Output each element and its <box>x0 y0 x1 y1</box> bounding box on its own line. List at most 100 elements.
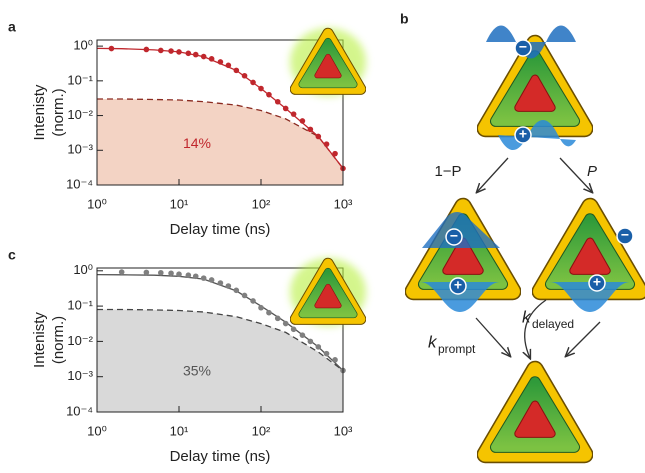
data-point <box>200 275 207 281</box>
data-point <box>192 51 199 58</box>
x-tick-label: 10² <box>252 196 271 211</box>
wave <box>498 120 576 150</box>
y-tick-label: 10⁻¹ <box>67 72 93 87</box>
wave <box>550 282 630 312</box>
rate-subscript: prompt <box>438 342 476 356</box>
wave <box>420 282 500 312</box>
data-point <box>266 91 272 98</box>
data-point <box>208 277 215 283</box>
molecule <box>485 370 584 455</box>
x-axis-label: Delay time (ns) <box>170 221 271 238</box>
data-point <box>192 273 199 280</box>
charge: − <box>519 39 527 55</box>
data-point <box>315 133 322 140</box>
data-point <box>250 79 256 86</box>
data-point <box>158 47 164 54</box>
data-point <box>185 272 192 279</box>
data-point <box>118 269 125 275</box>
data-point <box>323 141 330 147</box>
x-tick-label: 10¹ <box>170 423 189 438</box>
x-tick-label: 10⁰ <box>87 423 107 438</box>
x-tick-label: 10³ <box>334 423 353 438</box>
x-tick-label: 10⁰ <box>87 196 107 211</box>
data-point <box>323 350 330 357</box>
charge: + <box>454 277 462 293</box>
data-point <box>185 50 192 57</box>
data-point <box>108 45 115 52</box>
panel-label: a <box>8 19 16 35</box>
panel-label: b <box>400 11 409 27</box>
data-point <box>143 269 150 276</box>
charge: + <box>519 126 527 142</box>
plot-frame <box>96 39 344 186</box>
y-tick-label: 10⁻³ <box>67 142 93 157</box>
data-point <box>176 271 182 278</box>
x-axis-label: Delay time (ns) <box>170 448 271 465</box>
y-tick-label: 10⁻⁴ <box>66 176 93 191</box>
diagram: b − + − + − + 1− <box>400 11 640 455</box>
data-point <box>282 320 289 327</box>
y-tick-label: 10⁻² <box>67 107 93 122</box>
data-point <box>266 309 272 316</box>
y-tick-label: 10⁰ <box>73 38 93 53</box>
data-point <box>290 326 297 333</box>
data-point <box>290 111 297 117</box>
y-tick-label: 10⁻² <box>67 333 93 348</box>
wave <box>422 212 500 248</box>
chart-c-icon <box>290 258 366 326</box>
rate-symbol: k <box>428 332 438 351</box>
charge: + <box>593 274 601 290</box>
data-point <box>143 46 150 53</box>
y-axis-label: Intenisty <box>31 84 48 140</box>
branch-label: P <box>587 163 597 180</box>
y-axis-label: (norm.) <box>50 88 67 136</box>
arrows <box>476 157 601 358</box>
charge: − <box>621 227 629 243</box>
y-axis-label: (norm.) <box>50 316 67 364</box>
y-tick-label: 10⁻³ <box>67 368 93 383</box>
y-tick-label: 10⁰ <box>73 262 93 277</box>
x-tick-label: 10¹ <box>170 196 189 211</box>
dashed-line <box>97 98 344 169</box>
data-point <box>168 270 174 277</box>
area <box>97 309 343 412</box>
data-point <box>332 357 338 363</box>
dashed-line <box>97 308 344 372</box>
data-point <box>241 72 248 79</box>
data-point <box>233 287 240 294</box>
data-point <box>241 292 248 299</box>
y-tick-label: 10⁻⁴ <box>66 403 93 418</box>
data-point <box>332 150 338 157</box>
y-axis-label: Intenisty <box>31 312 48 368</box>
wave <box>486 25 576 59</box>
y-tick-label: 10⁻¹ <box>67 298 93 313</box>
data-point <box>217 59 224 65</box>
annotation: 14% <box>183 135 211 151</box>
data-point <box>208 56 215 62</box>
data-point <box>307 338 314 345</box>
branch-label: 1−P <box>434 163 461 180</box>
data-point <box>274 315 281 322</box>
data-point <box>158 269 164 276</box>
data-point <box>217 280 224 286</box>
data-point <box>233 67 240 74</box>
chart-a-icon <box>290 28 366 96</box>
plot-frame <box>96 267 344 413</box>
x-tick-label: 10³ <box>334 196 353 211</box>
rate-subscript: delayed <box>532 317 574 331</box>
charges: − + − + − + <box>445 39 634 295</box>
data-point <box>225 62 232 69</box>
data-point <box>250 298 256 304</box>
x-tick-label: 10² <box>252 423 271 438</box>
data-point <box>274 98 281 105</box>
data-point <box>282 105 289 112</box>
data-point <box>258 85 264 92</box>
data-point <box>315 344 322 350</box>
annotation: 35% <box>183 362 211 378</box>
charge: − <box>450 228 458 244</box>
data-point <box>168 48 174 54</box>
panel-label: c <box>8 247 16 263</box>
data-point <box>299 118 306 124</box>
area <box>97 99 343 185</box>
